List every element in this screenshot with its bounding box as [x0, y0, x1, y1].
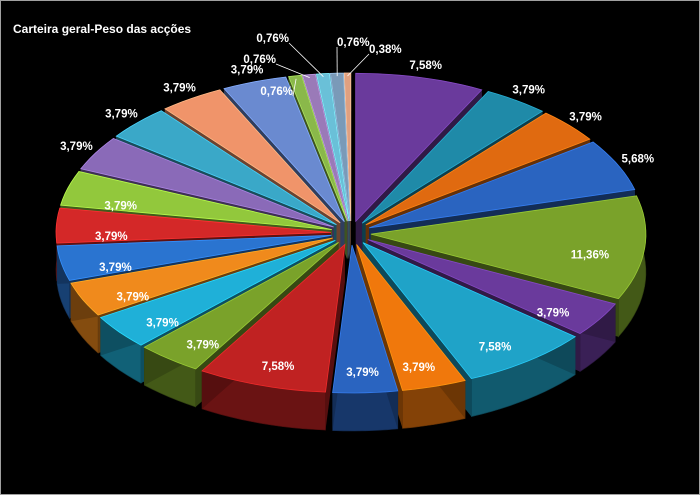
data-label-5: 11,36%: [571, 249, 609, 261]
pie-slice-14: [56, 234, 332, 281]
data-label-1: 7,58%: [409, 60, 442, 72]
data-label-9: 3,79%: [346, 367, 379, 379]
pie-slice-21: [288, 74, 348, 222]
data-label-7: 7,58%: [479, 341, 512, 353]
data-label-3: 3,79%: [569, 111, 602, 123]
data-label-14: 3,79%: [99, 262, 132, 274]
pie-slice-5: [370, 195, 647, 300]
pie-slice-wall-10-1: [325, 244, 345, 431]
pie-slice-18: [115, 110, 337, 226]
pie-slice-6: [367, 239, 617, 335]
data-label-16: 3,79%: [104, 200, 137, 212]
data-label-21: 0,76%: [260, 86, 293, 98]
data-label-13: 3,79%: [116, 291, 149, 303]
pie-slice-8: [356, 244, 466, 391]
leader-line-21: [292, 78, 297, 97]
pie-slice-4: [368, 141, 636, 229]
pie-slice-10: [201, 243, 346, 393]
data-label-19: 3,79%: [163, 83, 196, 95]
chart-title: Carteira geral-Peso das acções: [13, 22, 192, 36]
pie-slice-1: [355, 72, 483, 223]
pie-slice-15: [55, 207, 332, 244]
pie-slice-22: [301, 73, 349, 222]
data-label-2: 3,79%: [512, 85, 545, 97]
pie-slice-3: [365, 112, 591, 226]
leader-line-22: [275, 63, 310, 78]
data-label-6: 3,79%: [537, 307, 570, 319]
data-label-12: 3,79%: [146, 318, 179, 330]
data-label-18: 3,79%: [105, 109, 138, 121]
pie-slice-25: [343, 72, 352, 222]
data-label-17: 3,79%: [60, 141, 93, 153]
data-label-24: 0,76%: [337, 37, 370, 49]
pie-slice-20: [223, 76, 345, 222]
pie-slice-2: [361, 91, 544, 224]
pie-slice-23: [315, 72, 350, 222]
pie-slice-13: [70, 237, 333, 316]
pie-slice-7: [362, 242, 577, 380]
data-label-4: 5,68%: [621, 154, 654, 166]
data-label-25: 0,38%: [369, 44, 402, 56]
data-label-15: 3,79%: [95, 231, 128, 243]
data-label-23: 0,76%: [256, 33, 289, 45]
data-label-20: 3,79%: [231, 65, 264, 77]
pie-slice-9: [332, 244, 399, 394]
data-label-10: 7,58%: [262, 361, 295, 373]
leader-line-25: [347, 53, 370, 77]
pie-slice-16: [60, 171, 332, 230]
data-label-8: 3,79%: [402, 362, 435, 374]
pie-slice-19: [164, 89, 341, 224]
data-label-11: 3,79%: [186, 340, 219, 352]
data-label-22: 0,76%: [243, 54, 276, 66]
pie-slice-11: [143, 242, 339, 370]
pie-slice-17: [80, 137, 334, 228]
pie-slice-12: [99, 240, 336, 346]
leader-line-23: [288, 42, 324, 77]
